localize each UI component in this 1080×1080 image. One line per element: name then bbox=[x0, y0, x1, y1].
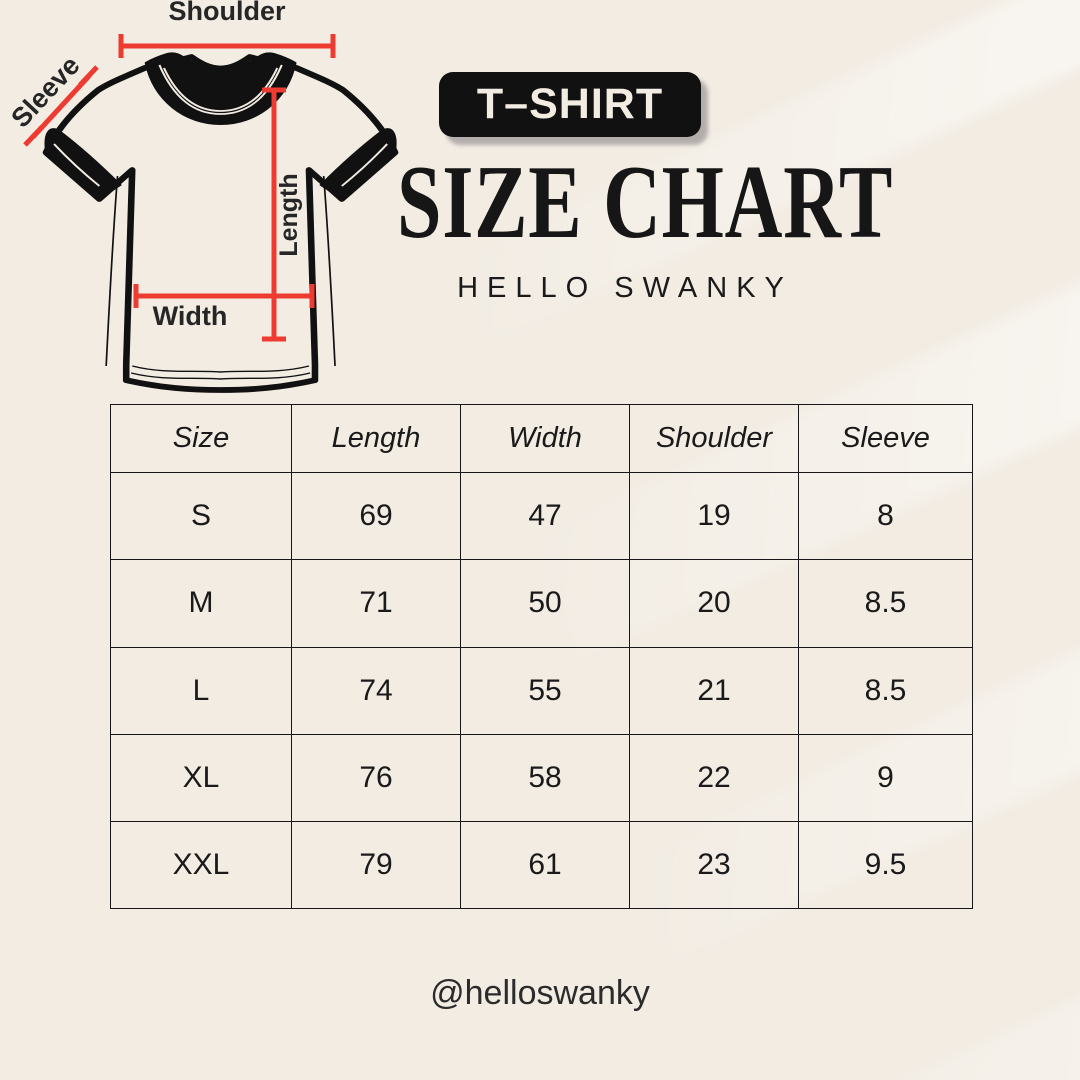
svg-text:Shoulder: Shoulder bbox=[168, 0, 285, 26]
svg-text:Width: Width bbox=[153, 301, 228, 331]
